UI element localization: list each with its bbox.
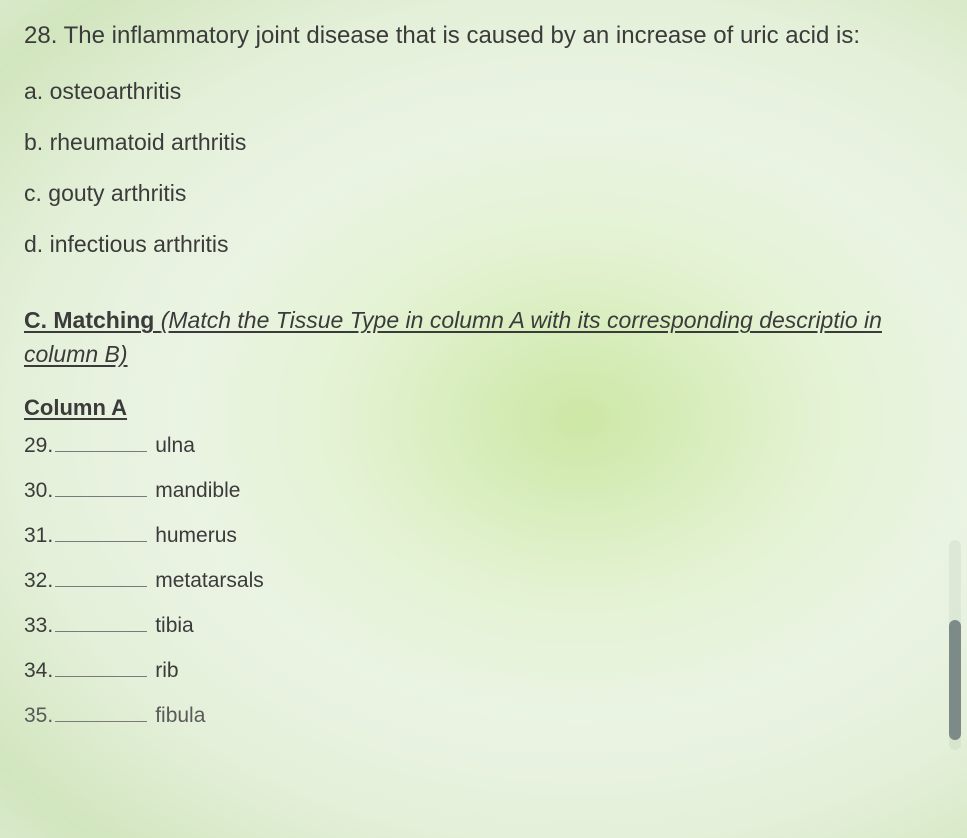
choice-text: rheumatoid arthritis [50, 129, 247, 155]
match-row: 31. humerus [24, 521, 943, 548]
choice-c[interactable]: c. gouty arthritis [24, 180, 943, 207]
match-number: 31. [24, 524, 53, 548]
answer-blank[interactable] [55, 566, 147, 587]
match-number: 32. [24, 569, 53, 593]
column-a-label: Column A [24, 395, 127, 421]
question-number: 28. [24, 22, 57, 49]
match-number: 30. [24, 479, 53, 503]
match-term: rib [155, 659, 178, 683]
answer-blank[interactable] [55, 521, 147, 542]
answer-blank[interactable] [55, 611, 147, 632]
match-row: 33. tibia [24, 611, 943, 638]
match-row: 35. fibula [24, 701, 943, 728]
matching-heading: C. Matching (Match the Tissue Type in co… [24, 304, 943, 371]
match-term: mandible [155, 479, 240, 503]
choice-b[interactable]: b. rheumatoid arthritis [24, 129, 943, 156]
match-number: 29. [24, 434, 53, 458]
match-term: humerus [155, 524, 237, 548]
choice-text: infectious arthritis [50, 231, 229, 257]
choice-letter: b. [24, 129, 43, 155]
choice-a[interactable]: a. osteoarthritis [24, 78, 943, 105]
match-row: 30. mandible [24, 476, 943, 503]
choice-letter: a. [24, 78, 43, 104]
choice-text: osteoarthritis [50, 78, 182, 104]
choice-d[interactable]: d. infectious arthritis [24, 231, 943, 258]
match-row: 34. rib [24, 656, 943, 683]
choice-letter: d. [24, 231, 43, 257]
question-text: The inflammatory joint disease that is c… [64, 22, 860, 49]
match-row: 32. metatarsals [24, 566, 943, 593]
choice-text: gouty arthritis [48, 180, 186, 206]
match-row: 29. ulna [24, 431, 943, 458]
question-stem: 28. The inflammatory joint disease that … [24, 20, 943, 52]
match-term: metatarsals [155, 569, 264, 593]
answer-blank[interactable] [55, 701, 147, 722]
scrollbar-thumb[interactable] [949, 620, 961, 740]
answer-blank[interactable] [55, 656, 147, 677]
match-term: tibia [155, 614, 194, 638]
match-term: ulna [155, 434, 195, 458]
match-number: 35. [24, 704, 53, 728]
match-number: 34. [24, 659, 53, 683]
answer-blank[interactable] [55, 476, 147, 497]
match-term: fibula [155, 704, 205, 728]
match-number: 33. [24, 614, 53, 638]
choice-letter: c. [24, 180, 42, 206]
matching-heading-lead: C. Matching [24, 307, 161, 333]
answer-blank[interactable] [55, 431, 147, 452]
